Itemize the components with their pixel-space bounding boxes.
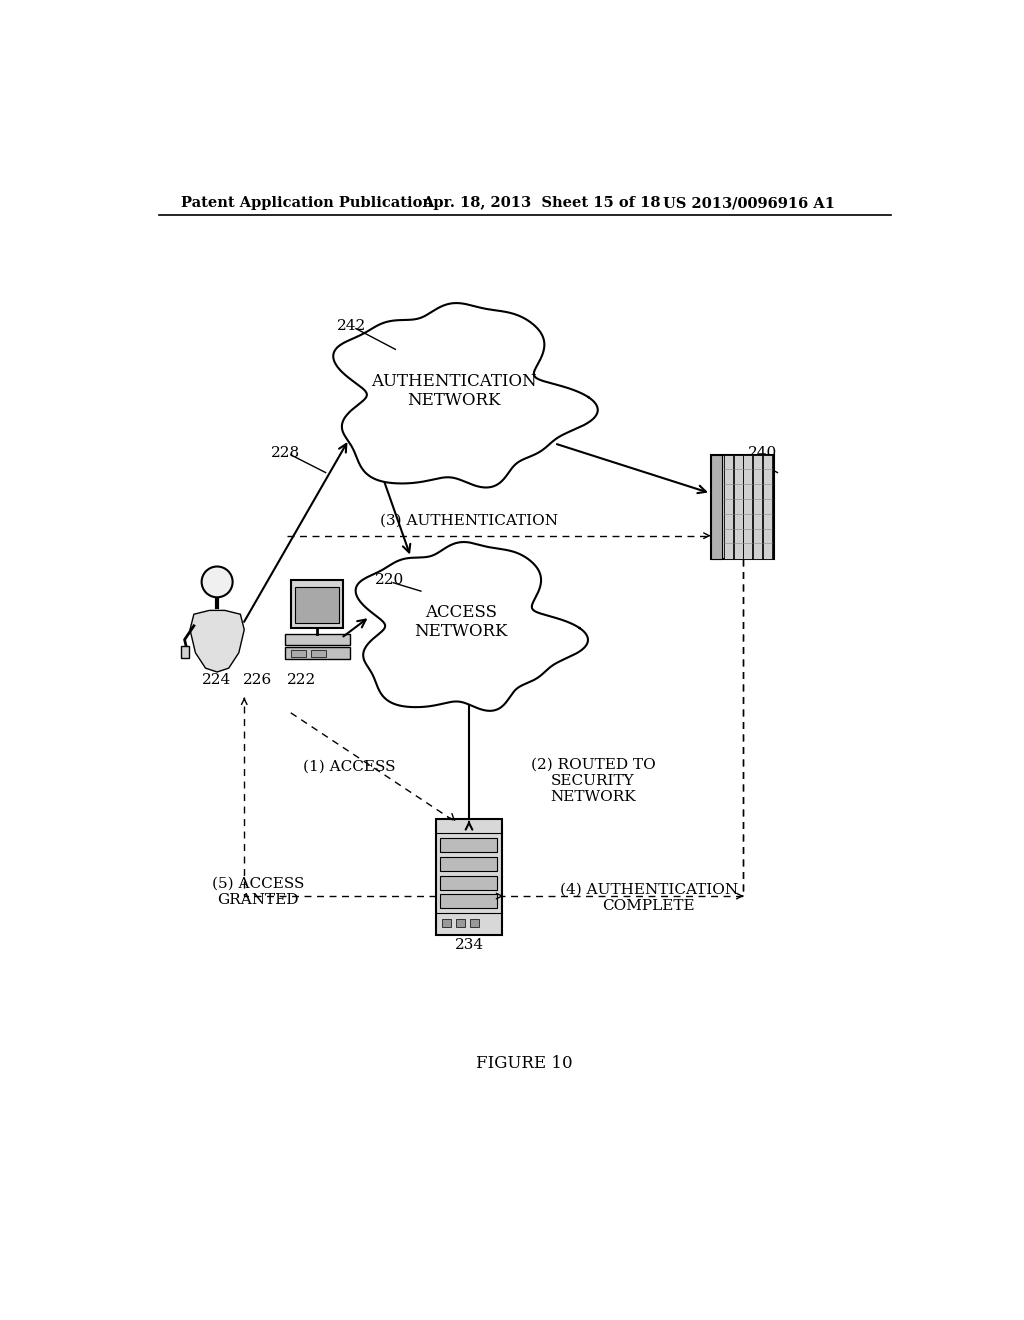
Bar bbox=[743, 455, 753, 558]
Circle shape bbox=[202, 566, 232, 597]
Polygon shape bbox=[190, 610, 245, 672]
Bar bbox=[285, 647, 349, 659]
Text: Apr. 18, 2013  Sheet 15 of 18: Apr. 18, 2013 Sheet 15 of 18 bbox=[423, 197, 662, 210]
Text: (4) AUTHENTICATION
COMPLETE: (4) AUTHENTICATION COMPLETE bbox=[560, 883, 738, 912]
Text: 234: 234 bbox=[455, 939, 483, 952]
Bar bbox=[311, 651, 327, 656]
Text: ACCESS
NETWORK: ACCESS NETWORK bbox=[415, 603, 508, 640]
Bar bbox=[440, 857, 497, 871]
Bar bbox=[711, 455, 774, 558]
Text: AUTHENTICATION
NETWORK: AUTHENTICATION NETWORK bbox=[371, 372, 537, 409]
Text: (5) ACCESS
GRANTED: (5) ACCESS GRANTED bbox=[212, 876, 304, 907]
Text: (1) ACCESS: (1) ACCESS bbox=[303, 760, 395, 774]
Bar bbox=[440, 838, 497, 853]
Text: 220: 220 bbox=[375, 573, 403, 587]
Text: 242: 242 bbox=[337, 319, 367, 333]
Text: 222: 222 bbox=[287, 673, 316, 688]
Bar bbox=[763, 455, 772, 558]
Bar bbox=[711, 455, 722, 558]
Polygon shape bbox=[333, 304, 598, 487]
Bar bbox=[291, 651, 306, 656]
Bar bbox=[733, 455, 742, 558]
Text: 240: 240 bbox=[748, 446, 777, 459]
Text: (2) ROUTED TO
SECURITY
NETWORK: (2) ROUTED TO SECURITY NETWORK bbox=[530, 758, 655, 804]
Polygon shape bbox=[355, 543, 588, 711]
Text: FIGURE 10: FIGURE 10 bbox=[476, 1055, 573, 1072]
Text: Patent Application Publication: Patent Application Publication bbox=[180, 197, 433, 210]
Bar bbox=[291, 581, 343, 628]
Text: US 2013/0096916 A1: US 2013/0096916 A1 bbox=[663, 197, 835, 210]
Bar bbox=[754, 455, 762, 558]
Bar bbox=[442, 919, 452, 927]
Bar bbox=[435, 818, 502, 935]
Text: 228: 228 bbox=[271, 446, 300, 459]
Text: (3) AUTHENTICATION: (3) AUTHENTICATION bbox=[380, 513, 558, 527]
Text: 224: 224 bbox=[202, 673, 230, 688]
Bar bbox=[456, 919, 465, 927]
Bar bbox=[440, 875, 497, 890]
Bar bbox=[295, 586, 339, 623]
Bar bbox=[470, 919, 479, 927]
Bar bbox=[285, 635, 349, 645]
Bar bbox=[181, 645, 189, 659]
Text: 226: 226 bbox=[243, 673, 272, 688]
Bar bbox=[440, 895, 497, 908]
Bar bbox=[724, 455, 733, 558]
